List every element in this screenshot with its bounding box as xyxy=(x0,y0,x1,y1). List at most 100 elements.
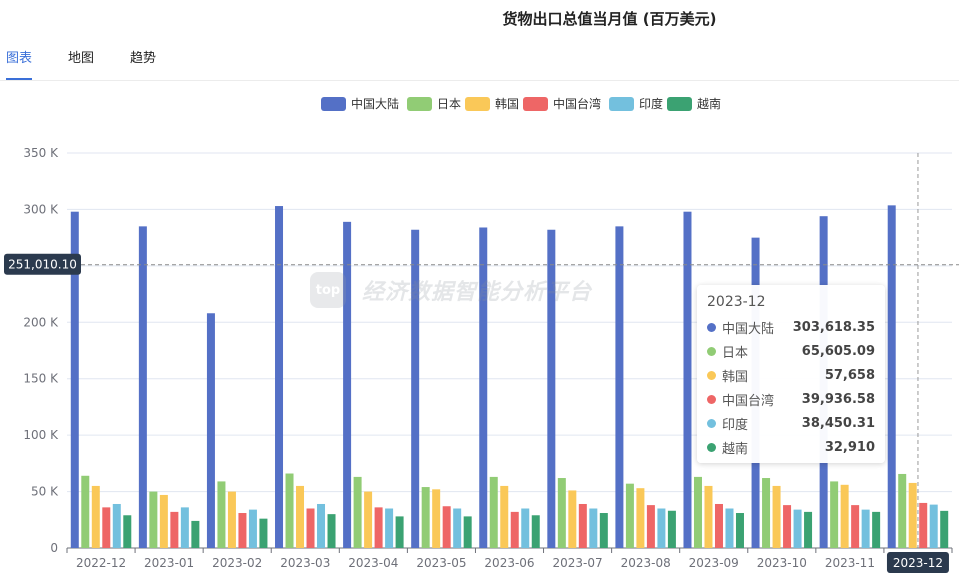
bar xyxy=(657,508,666,548)
bar xyxy=(804,511,813,548)
legend-label: 中国大陆 xyxy=(351,96,399,111)
tab-map[interactable]: 地图 xyxy=(68,51,95,66)
bar xyxy=(259,518,268,548)
bar xyxy=(70,211,79,548)
bar xyxy=(489,476,498,548)
y-tick-label: 350 K xyxy=(23,146,59,160)
series-dot-icon xyxy=(707,346,716,356)
x-tick-label: 2023-08 xyxy=(621,556,671,570)
series-dot-icon xyxy=(707,442,716,452)
bar xyxy=(374,507,383,548)
legend-swatch xyxy=(609,97,634,111)
bar xyxy=(568,490,577,548)
tab-chart[interactable]: 图表 xyxy=(6,48,33,80)
view-tabs: 图表 地图 趋势 xyxy=(6,48,192,80)
bar xyxy=(159,494,168,548)
bar xyxy=(557,478,566,548)
tooltip-series-value: 38,450.31 xyxy=(801,415,875,431)
bar xyxy=(206,313,215,548)
tooltip-series-name: 印度 xyxy=(722,417,749,433)
legend-swatch xyxy=(523,97,548,111)
legend-swatch xyxy=(407,97,432,111)
bar xyxy=(714,503,723,548)
bar xyxy=(793,509,802,548)
bar xyxy=(547,229,556,548)
page-title: 货物出口总值当月值 (百万美元) xyxy=(502,10,717,28)
tooltip-series-name: 中国台湾 xyxy=(722,393,775,409)
tooltip-row: 印度 38,450.31 xyxy=(707,413,875,433)
tooltip-row: 越南 32,910 xyxy=(707,437,875,457)
bar xyxy=(589,508,598,548)
x-tick-label: 2023-06 xyxy=(484,556,534,570)
bar xyxy=(929,504,938,548)
bar xyxy=(123,515,132,548)
bar xyxy=(275,206,284,549)
bar xyxy=(735,513,744,548)
bar xyxy=(432,489,441,548)
tooltip-series-name: 越南 xyxy=(722,441,749,457)
bar xyxy=(463,516,472,548)
bar xyxy=(521,508,530,548)
bar xyxy=(683,211,692,548)
x-tick-label: 2022-12 xyxy=(76,556,126,570)
bar xyxy=(442,506,451,548)
bar xyxy=(364,491,373,548)
y-tick-label: 300 K xyxy=(23,202,59,216)
legend-label: 韩国 xyxy=(495,96,519,111)
tooltip-series-value: 65,605.09 xyxy=(801,343,875,359)
bar xyxy=(395,516,404,548)
bar xyxy=(851,505,860,548)
bar xyxy=(411,229,420,548)
bar xyxy=(646,505,655,548)
bar xyxy=(91,485,100,548)
tab-trend[interactable]: 趋势 xyxy=(130,51,157,66)
x-tick-label: 2023-02 xyxy=(212,556,262,570)
y-tick-label: 50 K xyxy=(31,485,59,499)
x-tick-label: 2023-12 xyxy=(893,556,943,570)
bar xyxy=(667,510,676,548)
chart-tooltip: 2023-12 中国大陆 303,618.35 日本 65,605.09 韩国 … xyxy=(697,285,885,463)
bar xyxy=(149,491,158,548)
bar xyxy=(81,475,90,548)
x-tick-label: 2023-05 xyxy=(416,556,466,570)
bar xyxy=(217,481,226,548)
tooltip-series-value: 303,618.35 xyxy=(792,319,875,335)
tooltip-series-value: 39,936.58 xyxy=(801,391,875,407)
y-tick-label: 100 K xyxy=(23,428,59,442)
tabs-divider xyxy=(0,80,959,81)
bar xyxy=(453,508,462,548)
tooltip-row: 韩国 57,658 xyxy=(707,365,875,385)
bar xyxy=(248,509,257,548)
bar xyxy=(783,505,792,548)
y-tick-label: 0 xyxy=(50,541,58,555)
bar xyxy=(170,511,179,548)
bar xyxy=(908,482,917,548)
bar xyxy=(704,485,713,548)
x-tick-label: 2023-03 xyxy=(280,556,330,570)
bar xyxy=(327,514,336,548)
bar xyxy=(500,485,509,548)
bar xyxy=(615,226,624,548)
tooltip-title: 2023-12 xyxy=(707,294,766,310)
bar xyxy=(479,227,488,548)
legend-swatch xyxy=(667,97,692,111)
legend-swatch xyxy=(321,97,346,111)
tooltip-row: 日本 65,605.09 xyxy=(707,341,875,361)
bar xyxy=(772,485,781,548)
bar xyxy=(762,478,771,548)
legend-label: 越南 xyxy=(697,96,721,111)
bar xyxy=(112,503,121,548)
series-dot-icon xyxy=(707,370,716,380)
bar xyxy=(625,483,634,548)
bar xyxy=(940,510,949,548)
tooltip-row: 中国台湾 39,936.58 xyxy=(707,389,875,409)
bar xyxy=(227,491,236,548)
bar xyxy=(285,473,294,548)
bar xyxy=(872,511,881,548)
tooltip-series-name: 中国大陆 xyxy=(722,321,775,337)
bar xyxy=(421,487,430,548)
bar xyxy=(306,508,315,548)
tooltip-series-name: 日本 xyxy=(722,345,749,361)
x-tick-label: 2023-09 xyxy=(689,556,739,570)
bar xyxy=(636,488,645,548)
